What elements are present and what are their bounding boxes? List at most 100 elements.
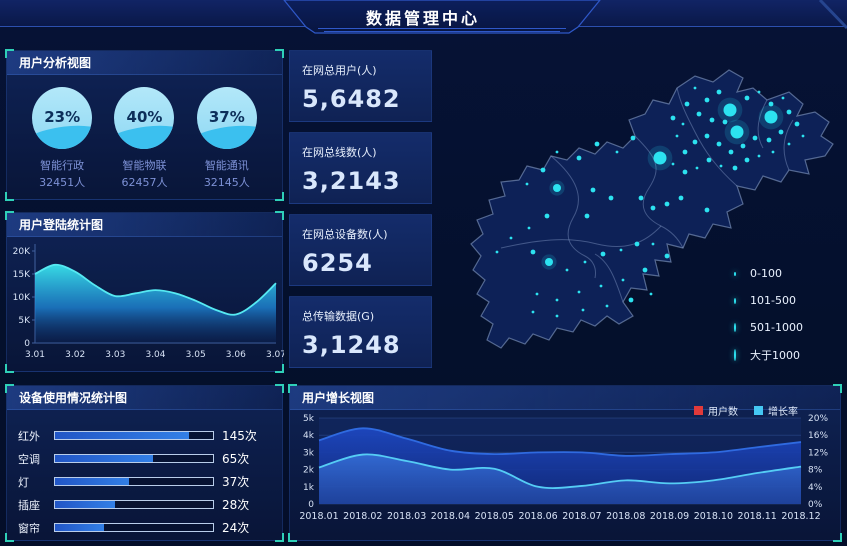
map-legend-label: 501-1000 [750,321,803,334]
liquid-gauge: 37% 智能通讯 32145人 [196,87,257,190]
map-data-point [704,207,710,213]
device-bar-track [54,523,214,532]
corner-bracket [275,364,284,373]
axis-tick-label: 8% [808,466,823,476]
panel-user-growth: 用户增长视图 用户数 增长率 0 0% 1k 4% 2k 8% 3k 12% 4k 16% 5k 20%… [288,384,842,542]
legend-label: 用户数 [708,407,738,418]
map-data-point [545,258,553,266]
growth-rate-area [319,454,801,504]
map-data-point [608,195,614,201]
axis-tick-label: 0 [308,500,314,510]
login-line [34,263,277,316]
panel-device-usage: 设备使用情况统计图 红外 145次 空调 65次灯 37次 插座 28次 窗帘 24次 [5,384,284,542]
corner-bracket [5,192,14,201]
map-legend-label: 0-100 [750,267,782,280]
device-bar-chart: 红外 145次 空调 65次灯 37次 插座 28次 窗帘 24次 [7,410,282,539]
map-data-point [599,284,603,288]
map-data-point [590,187,596,193]
device-usage-row: 红外 145次 [18,424,268,447]
map-data-point [757,90,761,94]
corner-bracket [5,384,14,393]
map-data-point [509,236,513,240]
map-legend-dot [734,348,736,361]
map-data-point [719,164,723,168]
kpi-card: 在网总设备数(人) 6254 [289,214,432,286]
map-data-point [684,101,690,107]
map-data-point [723,103,737,117]
map-data-point [706,157,712,163]
map-data-point [771,150,775,154]
map-data-point [678,195,684,201]
map-data-point [615,150,619,154]
kpi-value: 3,2143 [302,167,401,195]
map-data-point [653,151,667,165]
device-bar-fill [55,501,116,508]
users-line [318,427,802,457]
map-data-point [584,213,590,219]
map-legend-dot [734,297,736,304]
map-data-point [630,135,636,141]
map-data-point [781,96,785,100]
map-data-point [671,162,675,166]
gauge-count: 32451人 [39,175,86,189]
device-bar-fill [55,524,104,531]
device-bar-track [54,500,214,509]
corner-bracket [833,384,842,393]
kpi-value: 3,1248 [302,331,401,359]
map-data-point [530,249,536,255]
map-data-point [722,119,728,125]
axis-tick-label: 0 [24,339,30,349]
page-title: 数据管理中心 [365,9,481,28]
map-data-point [764,110,778,124]
device-usage-row: 插座 28次 [18,493,268,516]
axis-tick-label: 2018.10 [694,511,733,522]
gauge-circle: 23% [32,87,93,149]
device-bar-fill [55,432,190,439]
gauge-percent: 40% [126,108,163,126]
corner-bracket [5,533,14,542]
header-decoration [0,0,847,34]
gauge-label: 智能物联 [122,159,167,172]
map-data-point [757,154,761,158]
axis-tick-label: 1k [303,483,315,493]
device-label: 灯 [18,475,29,489]
gauge-group: 23% 智能行政 32451人 40% 智能物联 62457人 37% 智能通讯 32145人 [7,75,282,190]
gauge-circle: 37% [196,87,257,149]
gauge-count: 62457人 [121,175,168,189]
axis-tick-label: 2018.11 [738,511,777,522]
map-data-point [565,268,569,272]
map-data-point [621,278,625,282]
device-bar-track [54,477,214,486]
map-data-point [682,149,688,155]
axis-tick-label: 2018.08 [606,511,645,522]
legend-item: 增长率 [754,403,798,418]
map-legend-label: 101-500 [750,294,796,307]
kpi-card: 在网总线数(人) 3,2143 [289,132,432,204]
kpi-label: 在网总线数(人) [302,146,377,159]
growth-rate-line [318,453,802,489]
map-data-point [740,143,746,149]
liquid-gauge: 40% 智能物联 62457人 [114,87,175,190]
axis-tick-label: 3.03 [105,350,125,360]
map-data-point [605,304,609,308]
map-data-point [642,267,648,273]
axis-tick-label: 3.04 [145,350,165,360]
growth-chart-legend: 用户数 增长率 [694,403,798,418]
axis-tick-label: 2k [303,466,315,476]
corner-bracket [5,211,14,220]
legend-item: 用户数 [694,403,738,418]
map-data-point [695,166,699,170]
map-legend-dot-cell [734,271,750,276]
liquid-gauge: 23% 智能行政 32451人 [32,87,93,190]
device-bar-value: 28次 [222,498,250,512]
panel-title: 用户分析视图 [7,51,282,75]
map-data-point [744,157,750,163]
map-data-point [577,290,581,294]
device-label: 窗帘 [18,521,40,535]
device-label: 空调 [18,452,40,466]
map-legend-dot-cell [734,323,750,332]
map-data-point [752,135,758,141]
map-data-point [638,195,644,201]
corner-bracket [5,49,14,58]
axis-tick-label: 3.02 [65,350,85,360]
